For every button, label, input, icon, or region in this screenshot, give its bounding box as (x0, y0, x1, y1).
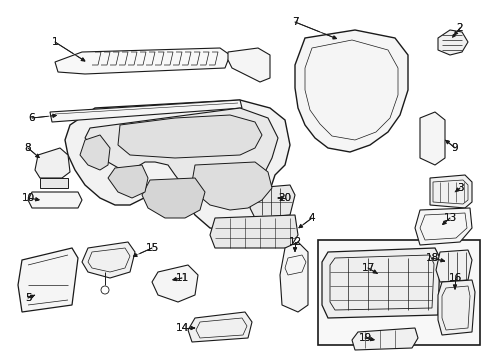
Text: 11: 11 (175, 273, 188, 283)
Text: 2: 2 (456, 23, 462, 33)
Polygon shape (35, 148, 70, 178)
Polygon shape (118, 115, 262, 158)
Text: 13: 13 (443, 213, 456, 223)
Text: 6: 6 (29, 113, 35, 123)
Text: 10: 10 (21, 193, 35, 203)
Text: 19: 19 (358, 333, 371, 343)
Polygon shape (437, 30, 467, 55)
Polygon shape (321, 248, 439, 318)
Text: 12: 12 (288, 237, 301, 247)
Text: 14: 14 (175, 323, 188, 333)
Text: 3: 3 (456, 183, 462, 193)
Text: 11: 11 (175, 273, 188, 283)
Polygon shape (437, 280, 474, 335)
Text: 6: 6 (29, 113, 35, 123)
Text: 10: 10 (21, 193, 35, 203)
Polygon shape (435, 250, 471, 282)
Polygon shape (50, 100, 242, 122)
Text: 9: 9 (451, 143, 457, 153)
Polygon shape (249, 185, 294, 218)
Text: 4: 4 (308, 213, 315, 223)
Text: 15: 15 (145, 243, 158, 253)
Polygon shape (55, 48, 229, 74)
Text: 12: 12 (288, 237, 301, 247)
Text: 1: 1 (52, 37, 58, 47)
Polygon shape (65, 100, 289, 232)
Polygon shape (18, 248, 78, 312)
Text: 20: 20 (278, 193, 291, 203)
Text: 16: 16 (447, 273, 461, 283)
Polygon shape (209, 215, 297, 248)
Text: 8: 8 (24, 143, 31, 153)
Polygon shape (28, 192, 82, 208)
Polygon shape (192, 162, 271, 210)
Text: 13: 13 (443, 213, 456, 223)
Text: 15: 15 (145, 243, 158, 253)
Text: 3: 3 (456, 183, 462, 193)
Text: 14: 14 (175, 323, 188, 333)
Text: 19: 19 (358, 333, 371, 343)
Polygon shape (187, 312, 251, 342)
Text: 18: 18 (425, 253, 438, 263)
Polygon shape (419, 112, 444, 165)
Text: 5: 5 (24, 293, 31, 303)
Text: 18: 18 (425, 253, 438, 263)
Bar (140, 130, 235, 152)
Text: 16: 16 (447, 273, 461, 283)
Text: 4: 4 (308, 213, 315, 223)
Polygon shape (108, 165, 148, 198)
Text: 1: 1 (52, 37, 58, 47)
Text: 17: 17 (361, 263, 374, 273)
Polygon shape (429, 175, 471, 208)
Polygon shape (152, 265, 198, 302)
Text: 8: 8 (24, 143, 31, 153)
Polygon shape (142, 178, 204, 218)
Text: 7: 7 (291, 17, 298, 27)
Text: 9: 9 (451, 143, 457, 153)
Text: 17: 17 (361, 263, 374, 273)
Polygon shape (414, 208, 471, 245)
Polygon shape (280, 242, 307, 312)
Polygon shape (294, 30, 407, 152)
Polygon shape (82, 242, 135, 278)
Polygon shape (40, 178, 68, 188)
Polygon shape (85, 108, 278, 200)
Polygon shape (80, 135, 110, 170)
Polygon shape (227, 48, 269, 82)
Text: 20: 20 (278, 193, 291, 203)
Text: 7: 7 (291, 17, 298, 27)
Bar (317, 240, 479, 345)
Text: 5: 5 (24, 293, 31, 303)
Text: 2: 2 (456, 23, 462, 33)
Polygon shape (351, 328, 417, 350)
